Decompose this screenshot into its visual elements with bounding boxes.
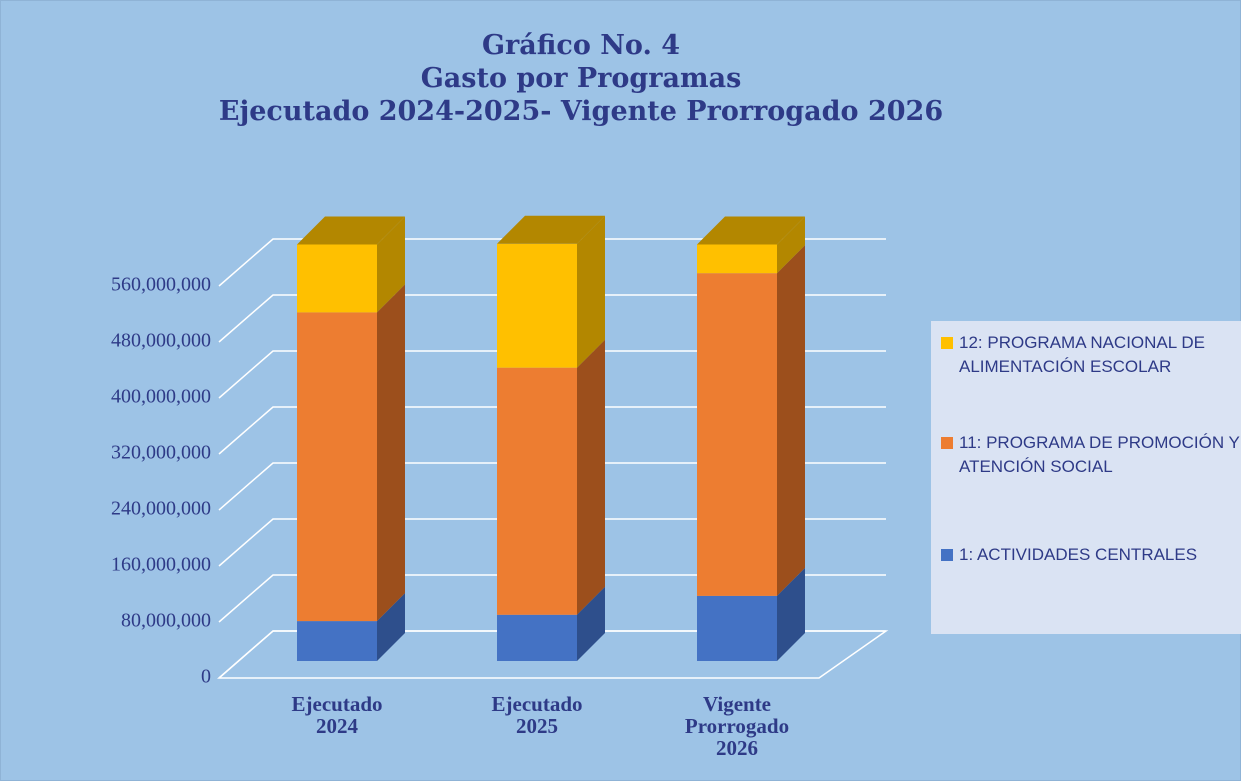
x-tick-label: Ejecutado 2024 xyxy=(291,692,383,738)
y-tick-label: 320,000,000 xyxy=(111,442,211,464)
bar-side xyxy=(777,245,805,596)
grid-line xyxy=(218,630,886,679)
y-tick-label: 240,000,000 xyxy=(111,498,211,520)
grid-line xyxy=(218,462,886,511)
bar-top xyxy=(697,216,805,245)
chart-title: Gráfico No. 4 Gasto por Programas Ejecut… xyxy=(1,29,1161,128)
y-tick-label: 0 xyxy=(201,666,211,688)
bar-top xyxy=(497,215,605,244)
legend-label: 1: ACTIVIDADES CENTRALES xyxy=(959,545,1198,564)
legend-swatch xyxy=(941,437,953,449)
y-tick-label: 160,000,000 xyxy=(111,554,211,576)
grid-line xyxy=(218,518,886,567)
y-tick-label: 400,000,000 xyxy=(111,386,211,408)
bar-side xyxy=(577,586,605,661)
bar-side xyxy=(777,216,805,274)
bar xyxy=(497,367,577,615)
title-line: Gasto por Programas xyxy=(420,63,742,94)
bar xyxy=(297,244,377,313)
grid-line xyxy=(218,238,886,287)
y-tick-label: 480,000,000 xyxy=(111,330,211,352)
y-tick-label: 80,000,000 xyxy=(121,610,211,632)
legend-label: 12: PROGRAMA NACIONAL DE ALIMENTACIÓN ES… xyxy=(959,333,1205,376)
legend: 12: PROGRAMA NACIONAL DE ALIMENTACIÓN ES… xyxy=(931,321,1241,634)
bar-side xyxy=(777,567,805,661)
legend-item: 1: ACTIVIDADES CENTRALES xyxy=(939,543,1241,567)
bar xyxy=(497,614,577,661)
bar xyxy=(497,243,577,368)
bar xyxy=(697,595,777,661)
grid-line xyxy=(218,574,886,623)
title-line: Ejecutado 2024-2025- Vigente Prorrogado … xyxy=(218,96,944,127)
bar-side xyxy=(377,284,405,622)
bar-side xyxy=(577,339,605,615)
legend-swatch xyxy=(941,549,953,561)
bar-side xyxy=(577,215,605,368)
bar xyxy=(297,312,377,622)
bar xyxy=(697,273,777,596)
grid-line xyxy=(218,406,886,455)
legend-swatch xyxy=(941,337,953,349)
bar xyxy=(297,621,377,661)
bar-top xyxy=(297,216,405,245)
legend-item: 11: PROGRAMA DE PROMOCIÓN Y ATENCIÓN SOC… xyxy=(939,431,1241,479)
x-tick-label: Vigente Prorrogado 2026 xyxy=(684,692,790,760)
legend-item: 12: PROGRAMA NACIONAL DE ALIMENTACIÓN ES… xyxy=(939,331,1241,379)
bar-side xyxy=(377,216,405,313)
title-line: Gráfico No. 4 xyxy=(481,30,681,61)
bar-side xyxy=(377,593,405,661)
grid-line xyxy=(218,350,886,399)
legend-label: 11: PROGRAMA DE PROMOCIÓN Y ATENCIÓN SOC… xyxy=(959,433,1240,476)
bar xyxy=(697,244,777,274)
grid-line xyxy=(218,294,886,343)
x-tick-label: Ejecutado 2025 xyxy=(491,692,583,738)
y-tick-label: 560,000,000 xyxy=(111,274,211,296)
